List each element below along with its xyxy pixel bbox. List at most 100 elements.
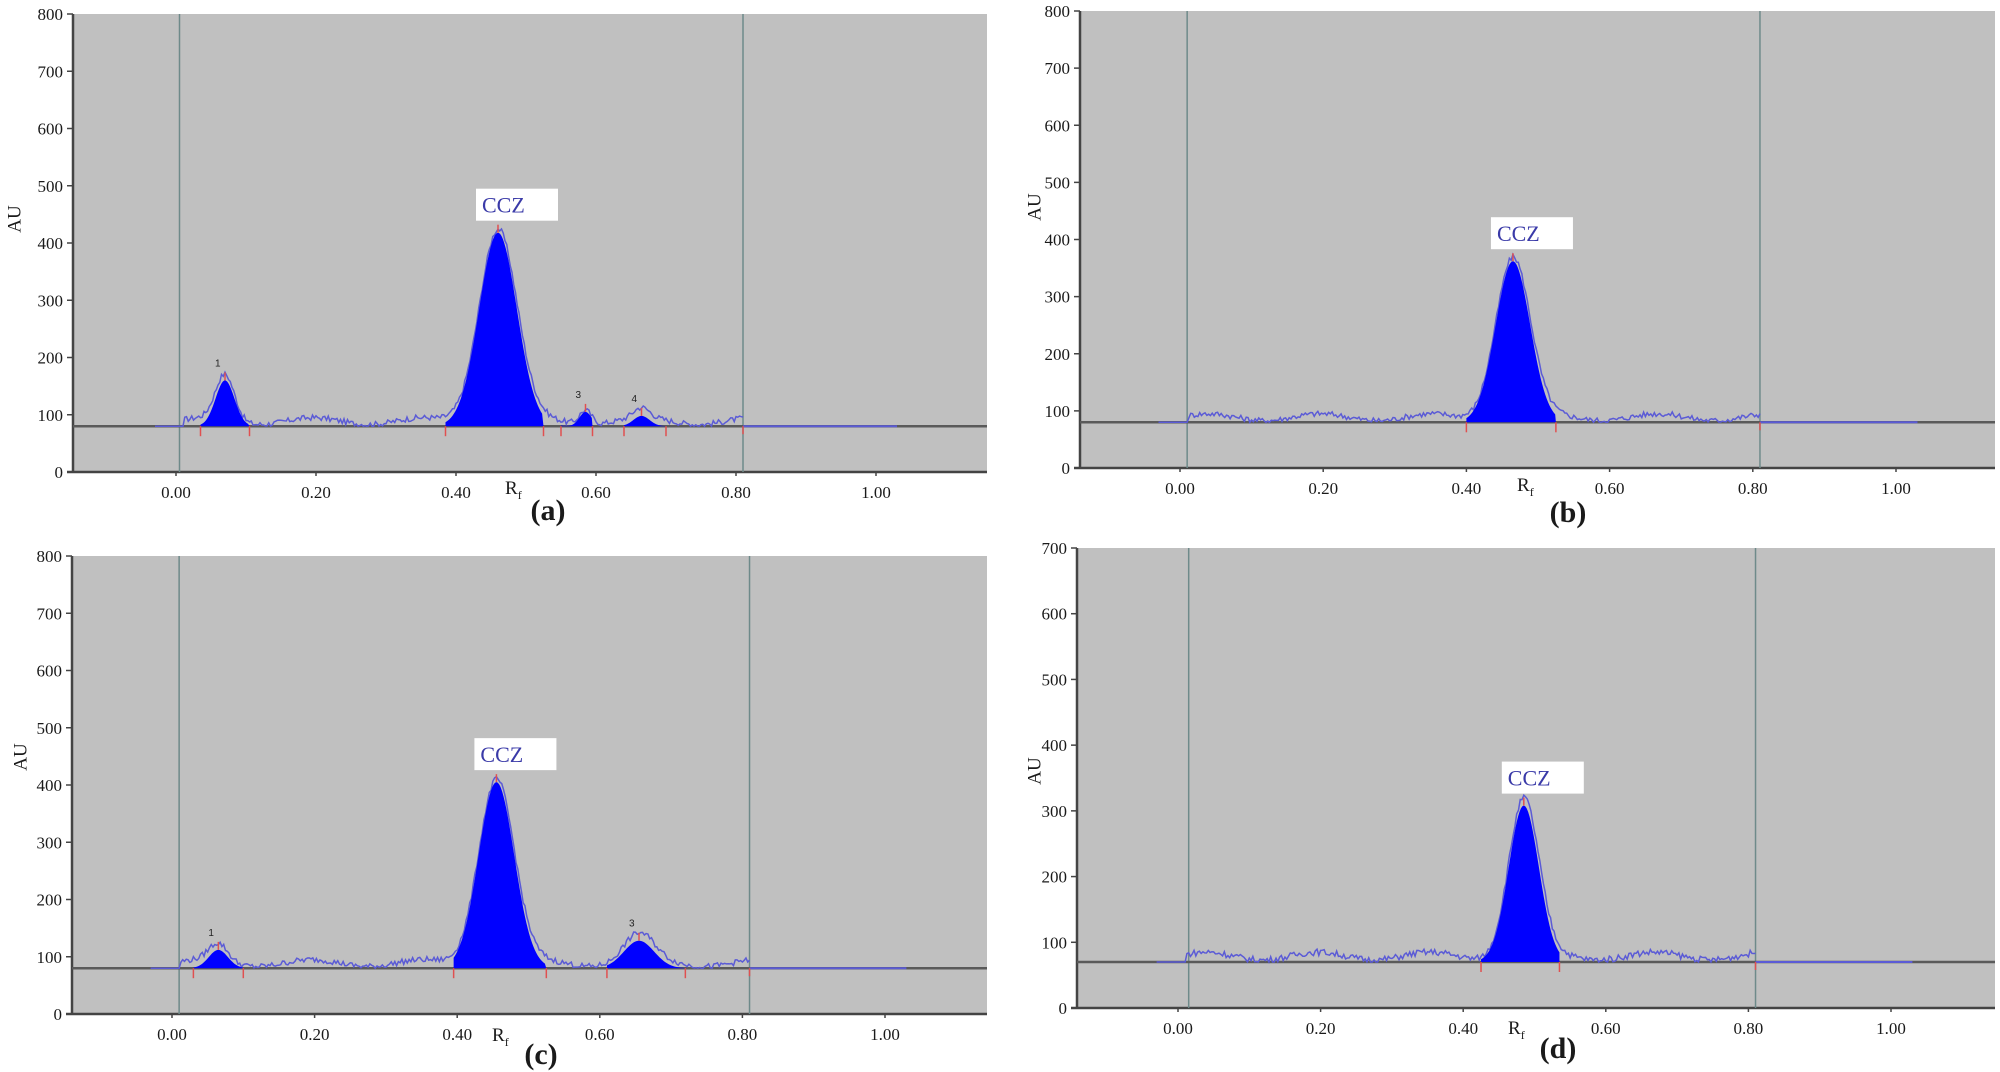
panel-label: (b) bbox=[1549, 496, 1587, 529]
x-tick-label: 0.20 bbox=[1308, 479, 1338, 498]
y-tick-label: 600 bbox=[1042, 605, 1068, 624]
x-axis-label: Rf bbox=[492, 1025, 509, 1049]
y-axis-label: AU bbox=[4, 205, 26, 233]
y-tick-label: 0 bbox=[1062, 459, 1071, 478]
y-tick-label: 200 bbox=[1045, 345, 1071, 364]
x-axis-label: Rf bbox=[1508, 1018, 1525, 1042]
ccz-annotation-label: CCZ bbox=[1497, 221, 1540, 246]
signal-trace bbox=[150, 775, 751, 970]
y-tick-label: 400 bbox=[1045, 231, 1071, 250]
peak-area bbox=[624, 415, 666, 427]
signal-trace bbox=[155, 227, 744, 428]
y-tick-label: 200 bbox=[37, 891, 63, 910]
y-tick-label: 300 bbox=[38, 291, 64, 310]
x-tick-label: 0.00 bbox=[1163, 1019, 1193, 1038]
y-tick-label: 100 bbox=[1042, 933, 1068, 952]
x-tick-label: 0.80 bbox=[1734, 1019, 1764, 1038]
chromatogram-panel-c: 0 100 200 300 400 500 600 700 800 0.00 0.20 0.40 0.6… bbox=[0, 540, 1000, 1072]
y-tick-label: 100 bbox=[37, 948, 63, 967]
peak-number-label: 3 bbox=[629, 919, 635, 930]
y-tick-label: 700 bbox=[37, 604, 63, 623]
y-tick-label: 700 bbox=[1042, 539, 1068, 558]
x-tick-label: 0.80 bbox=[728, 1025, 758, 1044]
y-tick-label: 700 bbox=[38, 62, 64, 81]
chromatogram-panel-d: 0 100 200 300 400 500 600 700 0.00 0.20 0.40 0.60 0.… bbox=[1000, 539, 2000, 1072]
chart-plot-a: 0 100 200 300 400 500 600 700 800 0.00 0.20 0.40 0.6… bbox=[38, 5, 987, 502]
ccz-annotation-box bbox=[476, 188, 558, 221]
x-tick-label: 0.20 bbox=[301, 483, 331, 502]
y-axis-label: AU bbox=[1024, 757, 1046, 785]
ccz-annotation-label: CCZ bbox=[1508, 766, 1551, 791]
y-tick-label: 400 bbox=[37, 776, 63, 795]
x-tick-label: 0.80 bbox=[721, 483, 751, 502]
x-tick-label: 0.40 bbox=[1452, 479, 1482, 498]
x-tick-label: 0.00 bbox=[161, 483, 191, 502]
ccz-annotation-label: CCZ bbox=[482, 193, 525, 218]
peak-area bbox=[200, 380, 250, 427]
y-tick-label: 100 bbox=[38, 406, 64, 425]
chart-plot-d: 0 100 200 300 400 500 600 700 0.00 0.20 0.40 0.60 0.… bbox=[1042, 539, 1995, 1038]
peak-number-label: 4 bbox=[632, 394, 638, 405]
panel-label: (c) bbox=[524, 1038, 558, 1071]
x-tick-label: 1.00 bbox=[870, 1025, 900, 1044]
x-tick-label: 1.00 bbox=[1876, 1019, 1906, 1038]
y-tick-label: 300 bbox=[37, 833, 63, 852]
peak-area bbox=[445, 232, 544, 427]
y-tick-label: 500 bbox=[38, 177, 64, 196]
x-axis-label: Rf bbox=[1517, 475, 1534, 499]
panel-label: (d) bbox=[1539, 1032, 1577, 1065]
y-tick-label: 0 bbox=[54, 1005, 63, 1024]
x-tick-label: 1.00 bbox=[1881, 479, 1911, 498]
ccz-annotation-label: CCZ bbox=[480, 742, 523, 767]
y-tick-label: 600 bbox=[38, 120, 64, 139]
y-tick-label: 400 bbox=[1042, 736, 1068, 755]
peak-area bbox=[606, 940, 686, 969]
y-axis-label: AU bbox=[1024, 193, 1046, 221]
y-tick-label: 800 bbox=[1045, 2, 1071, 21]
x-tick-label: 0.40 bbox=[1448, 1019, 1478, 1038]
peak-area bbox=[193, 949, 244, 969]
y-tick-label: 700 bbox=[1045, 59, 1071, 78]
signal-trace bbox=[1156, 793, 1756, 964]
chart-plot-c: 0 100 200 300 400 500 600 700 800 0.00 0.20 0.40 0.6… bbox=[37, 547, 987, 1044]
y-tick-label: 500 bbox=[37, 719, 63, 738]
y-tick-label: 500 bbox=[1045, 173, 1071, 192]
peak-area bbox=[561, 411, 593, 427]
chromatogram-panel-a: 0 100 200 300 400 500 600 700 800 0.00 0.20 0.40 0.6… bbox=[0, 0, 1000, 540]
y-tick-label: 500 bbox=[1042, 670, 1068, 689]
ccz-annotation-box bbox=[1490, 217, 1573, 250]
y-tick-label: 400 bbox=[38, 234, 64, 253]
y-tick-label: 200 bbox=[1042, 868, 1068, 887]
x-tick-label: 0.20 bbox=[1306, 1019, 1336, 1038]
y-tick-label: 800 bbox=[37, 547, 63, 566]
y-tick-label: 200 bbox=[38, 349, 64, 368]
y-tick-label: 800 bbox=[38, 5, 64, 24]
peak-area bbox=[1481, 805, 1560, 962]
x-tick-label: 1.00 bbox=[861, 483, 891, 502]
x-tick-label: 0.20 bbox=[300, 1025, 330, 1044]
peak-area bbox=[453, 782, 547, 969]
y-tick-label: 300 bbox=[1042, 802, 1068, 821]
chromatogram-panel-b: 0 100 200 300 400 500 600 700 800 0.00 0.20 0.40 0.6… bbox=[1000, 0, 2000, 540]
chart-plot-b: 0 100 200 300 400 500 600 700 800 0.00 0.20 0.40 0.6… bbox=[1045, 2, 1995, 498]
y-tick-label: 600 bbox=[37, 662, 63, 681]
x-axis-label: Rf bbox=[505, 478, 522, 502]
x-tick-label: 0.00 bbox=[1165, 479, 1195, 498]
panel-label: (a) bbox=[530, 494, 566, 527]
x-tick-label: 0.80 bbox=[1738, 479, 1768, 498]
ccz-annotation-box bbox=[474, 738, 557, 771]
peak-number-label: 3 bbox=[576, 390, 582, 401]
x-tick-label: 0.60 bbox=[581, 483, 611, 502]
x-tick-label: 0.60 bbox=[1591, 1019, 1621, 1038]
signal-trace bbox=[1158, 252, 1761, 424]
y-axis-label: AU bbox=[10, 743, 32, 771]
peak-number-label: 1 bbox=[215, 358, 221, 369]
x-tick-label: 0.60 bbox=[585, 1025, 615, 1044]
ccz-annotation-box bbox=[1501, 761, 1584, 794]
peak-number-label: 1 bbox=[208, 928, 214, 939]
x-tick-label: 0.60 bbox=[1595, 479, 1625, 498]
y-tick-label: 300 bbox=[1045, 288, 1071, 307]
x-tick-label: 0.40 bbox=[442, 1025, 472, 1044]
peak-area bbox=[1466, 261, 1556, 423]
y-tick-label: 0 bbox=[55, 463, 64, 482]
